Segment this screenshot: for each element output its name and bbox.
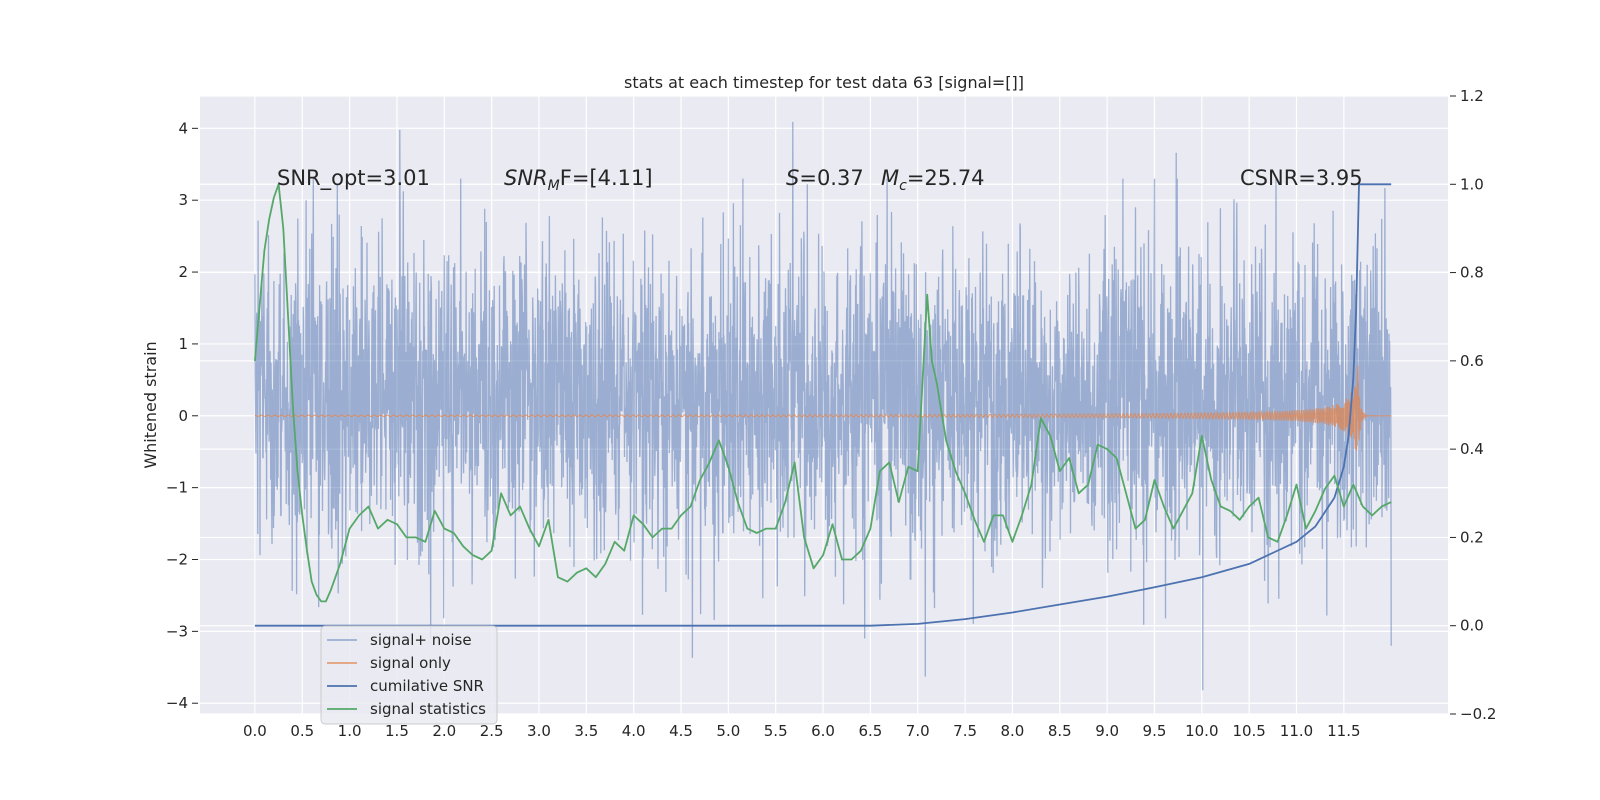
y-axis-label: Whitened strain — [141, 341, 160, 468]
annotation-mc: Mc=25.74 — [881, 166, 985, 194]
x-tick-label: 6.5 — [858, 722, 882, 740]
annotation-mc-sub: c — [899, 178, 907, 194]
y-right-tick-label: 0.8 — [1460, 264, 1484, 282]
y-left-tick-label: −3 — [166, 622, 188, 640]
y-right-tick-label: 1.2 — [1460, 87, 1484, 105]
x-tick-label: 7.0 — [906, 722, 930, 740]
annotation-snr-mf-rest: F=[4.11] — [560, 166, 653, 190]
x-tick-label: 5.0 — [716, 722, 740, 740]
legend-label: signal statistics — [370, 700, 486, 718]
annotation-s-symbol: S — [786, 166, 799, 190]
x-tick-label: 11.5 — [1327, 722, 1360, 740]
y-left-tick-label: −4 — [166, 694, 188, 712]
y-left-tick-label: 0 — [178, 407, 188, 425]
x-tick-label: 11.0 — [1280, 722, 1313, 740]
y-left-tick-label: −2 — [166, 551, 188, 569]
series-signal-only — [254, 365, 1392, 451]
x-tick-label: 4.5 — [669, 722, 693, 740]
left-y-axis: 4 3 2 1 0 −1 −2 −3 −4 — [166, 119, 198, 712]
x-tick-label: 4.0 — [622, 722, 646, 740]
annotation-mc-base: M — [881, 166, 899, 190]
x-tick-label: 6.0 — [811, 722, 835, 740]
y-right-tick-label: −0.2 — [1460, 705, 1496, 723]
legend-label: cumilative SNR — [370, 677, 484, 695]
x-tick-label: 1.5 — [385, 722, 409, 740]
annotation-snr-opt: SNR_opt=3.01 — [277, 166, 430, 191]
annotation-csnr: CSNR=3.95 — [1240, 166, 1363, 190]
annotation-snr-mf-base: SNR — [504, 166, 548, 190]
annotation-s: S=0.37 — [786, 166, 864, 190]
x-tick-label: 7.5 — [953, 722, 977, 740]
annotation-s-value: =0.37 — [799, 166, 863, 190]
annotation-snr-mf: SNRMF=[4.11] — [504, 166, 653, 194]
y-right-tick-label: 0.2 — [1460, 528, 1484, 546]
x-tick-label: 8.0 — [1001, 722, 1025, 740]
annotation-snr-mf-sub: M — [548, 178, 560, 194]
x-tick-label: 8.5 — [1048, 722, 1072, 740]
y-left-tick-label: −1 — [166, 479, 188, 497]
x-tick-label: 1.0 — [338, 722, 362, 740]
x-axis: 0.0 0.5 1.0 1.5 2.0 2.5 3.0 3.5 4.0 4.5 5.0 5.5 6.0 6… — [243, 722, 1361, 740]
y-left-tick-label: 1 — [178, 335, 188, 353]
right-y-axis: 1.2 1.0 0.8 0.6 0.4 0.2 0.0 −0.2 — [1450, 87, 1496, 723]
legend-label: signal only — [370, 654, 451, 672]
x-tick-label: 0.0 — [243, 722, 267, 740]
series-cumulative-snr — [254, 183, 1392, 627]
x-tick-label: 5.5 — [764, 722, 788, 740]
x-tick-label: 3.5 — [574, 722, 598, 740]
y-right-tick-label: 0.4 — [1460, 440, 1484, 458]
series-signal-statistics — [254, 183, 1392, 603]
y-left-tick-label: 3 — [178, 191, 188, 209]
series-layer — [254, 121, 1392, 691]
x-tick-label: 10.5 — [1232, 722, 1265, 740]
legend-label: signal+ noise — [370, 631, 472, 649]
x-tick-label: 9.5 — [1143, 722, 1167, 740]
y-right-tick-label: 1.0 — [1460, 175, 1484, 193]
x-tick-label: 10.0 — [1185, 722, 1218, 740]
legend: signal+ noise signal only cumilative SNR si… — [320, 625, 498, 725]
chart-title: stats at each timestep for test data 63 … — [624, 73, 1024, 92]
y-right-tick-label: 0.0 — [1460, 617, 1484, 635]
x-tick-label: 3.0 — [527, 722, 551, 740]
x-tick-label: 2.5 — [480, 722, 504, 740]
y-left-tick-label: 2 — [178, 263, 188, 281]
x-tick-label: 0.5 — [290, 722, 314, 740]
legend-box — [320, 625, 498, 725]
y-left-tick-label: 4 — [178, 119, 188, 137]
x-tick-label: 2.0 — [432, 722, 456, 740]
y-right-tick-label: 0.6 — [1460, 352, 1484, 370]
x-tick-label: 9.0 — [1095, 722, 1119, 740]
annotation-mc-value: =25.74 — [907, 166, 985, 190]
